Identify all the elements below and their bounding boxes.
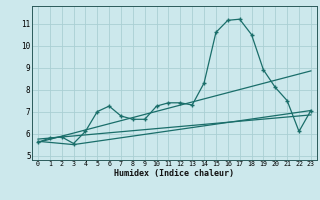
X-axis label: Humidex (Indice chaleur): Humidex (Indice chaleur) [115,169,234,178]
